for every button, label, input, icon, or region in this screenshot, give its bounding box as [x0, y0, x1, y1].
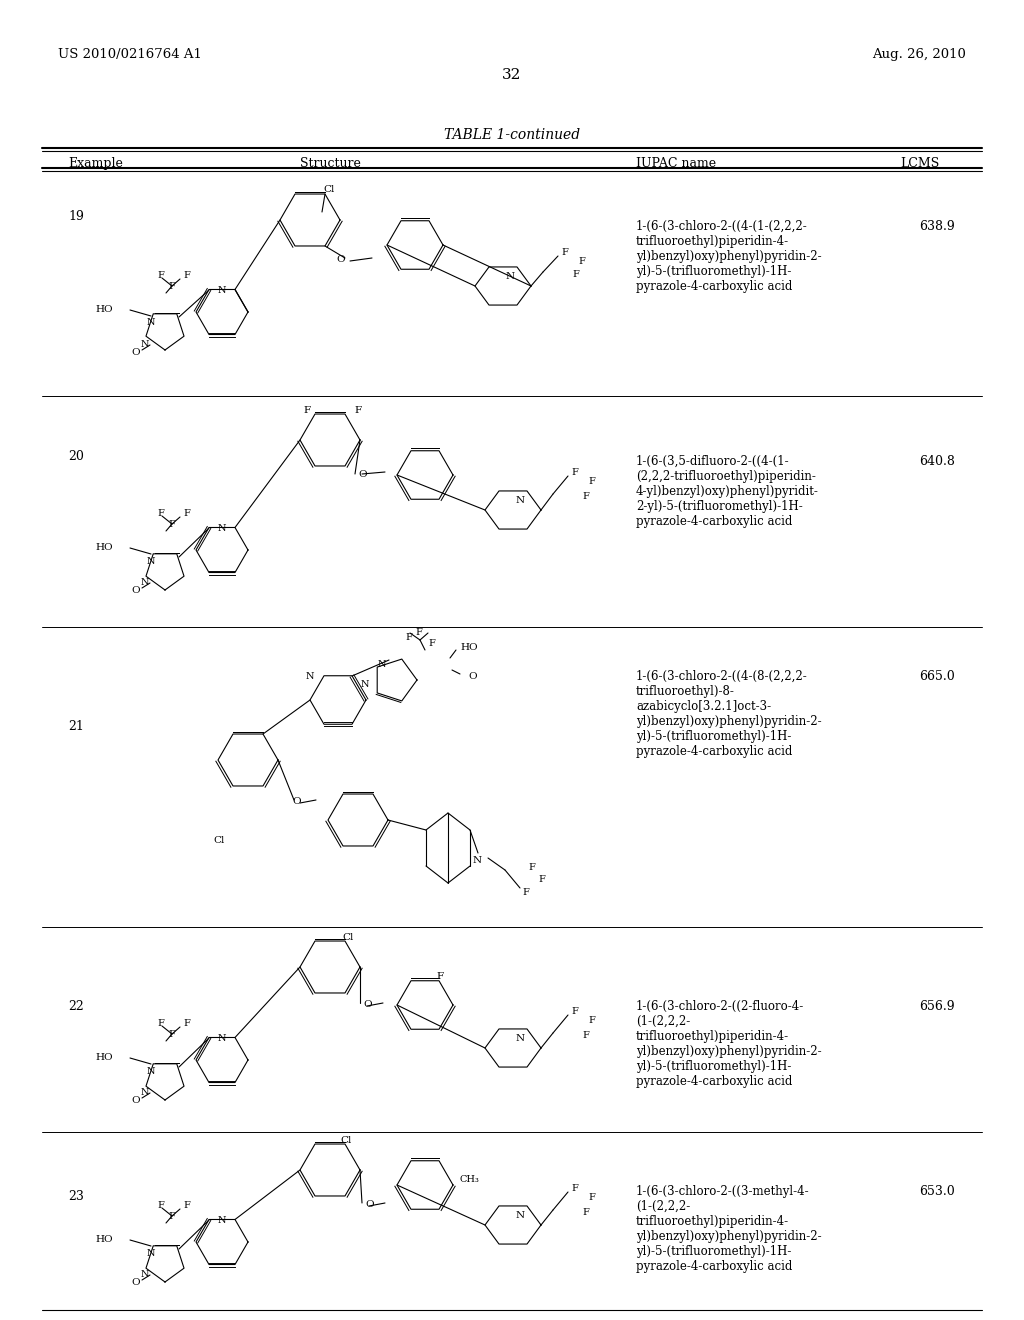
Text: N: N — [146, 318, 156, 327]
Text: F: F — [588, 477, 595, 486]
Text: N: N — [140, 1270, 150, 1279]
Text: 1-(6-(3-chloro-2-((4-(8-(2,2,2-
trifluoroethyl)-8-
azabicyclo[3.2.1]oct-3-
yl)be: 1-(6-(3-chloro-2-((4-(8-(2,2,2- trifluor… — [636, 671, 821, 758]
Text: F: F — [538, 875, 545, 884]
Text: TABLE 1-continued: TABLE 1-continued — [444, 128, 580, 143]
Text: 653.0: 653.0 — [920, 1185, 955, 1199]
Text: O: O — [131, 586, 139, 595]
Text: N: N — [360, 680, 370, 689]
Text: F: F — [168, 1030, 175, 1039]
Text: F: F — [522, 888, 528, 898]
Text: IUPAC name: IUPAC name — [636, 157, 716, 170]
Text: N: N — [473, 855, 482, 865]
Text: F: F — [578, 257, 585, 267]
Text: 21: 21 — [68, 719, 84, 733]
Text: 656.9: 656.9 — [920, 1001, 955, 1012]
Text: F: F — [561, 248, 568, 257]
Text: O: O — [358, 470, 367, 479]
Text: N: N — [146, 1067, 156, 1076]
Text: F: F — [588, 1193, 595, 1203]
Text: F: F — [354, 407, 361, 414]
Text: N: N — [218, 1216, 226, 1225]
Text: O: O — [131, 348, 139, 356]
Text: F: F — [183, 1019, 189, 1028]
Text: F: F — [572, 271, 579, 279]
Text: F: F — [406, 634, 412, 642]
Text: 32: 32 — [503, 69, 521, 82]
Text: 20: 20 — [68, 450, 84, 463]
Text: HO: HO — [95, 1053, 113, 1063]
Text: N: N — [218, 286, 226, 294]
Text: Structure: Structure — [300, 157, 360, 170]
Text: Cl: Cl — [340, 1137, 351, 1144]
Text: F: F — [588, 1016, 595, 1026]
Text: F: F — [168, 1212, 175, 1221]
Text: O: O — [131, 1278, 139, 1287]
Text: Cl: Cl — [342, 933, 353, 942]
Text: F: F — [571, 469, 578, 477]
Text: F: F — [582, 492, 589, 502]
Text: HO: HO — [95, 1236, 113, 1243]
Text: O: O — [336, 255, 345, 264]
Text: Cl: Cl — [213, 836, 224, 845]
Text: F: F — [157, 271, 164, 280]
Text: F: F — [436, 972, 443, 981]
Text: HO: HO — [460, 643, 477, 652]
Text: 1-(6-(3-chloro-2-((2-fluoro-4-
(1-(2,2,2-
trifluoroethyl)piperidin-4-
yl)benzyl): 1-(6-(3-chloro-2-((2-fluoro-4- (1-(2,2,2… — [636, 1001, 821, 1088]
Text: 638.9: 638.9 — [920, 220, 955, 234]
Text: F: F — [168, 282, 175, 290]
Text: N: N — [218, 1034, 226, 1043]
Text: N: N — [378, 660, 386, 669]
Text: F: F — [571, 1007, 578, 1016]
Text: F: F — [415, 628, 422, 638]
Text: 19: 19 — [68, 210, 84, 223]
Text: O: O — [468, 672, 476, 681]
Text: F: F — [157, 510, 164, 517]
Text: HO: HO — [95, 305, 113, 314]
Text: Example: Example — [68, 157, 123, 170]
Text: F: F — [183, 271, 189, 280]
Text: F: F — [428, 639, 435, 648]
Text: O: O — [131, 1096, 139, 1105]
Text: F: F — [528, 863, 535, 873]
Text: N: N — [140, 578, 150, 587]
Text: O: O — [292, 797, 301, 807]
Text: N: N — [306, 672, 314, 681]
Text: F: F — [303, 407, 310, 414]
Text: F: F — [582, 1031, 589, 1040]
Text: 640.8: 640.8 — [920, 455, 955, 469]
Text: F: F — [183, 510, 189, 517]
Text: N: N — [515, 496, 524, 506]
Text: O: O — [365, 1200, 374, 1209]
Text: HO: HO — [95, 543, 113, 552]
Text: LCMS: LCMS — [901, 157, 940, 170]
Text: 1-(6-(3,5-difluoro-2-((4-(1-
(2,2,2-trifluoroethyl)piperidin-
4-yl)benzyl)oxy)ph: 1-(6-(3,5-difluoro-2-((4-(1- (2,2,2-trif… — [636, 455, 819, 528]
Text: F: F — [157, 1019, 164, 1028]
Text: F: F — [183, 1201, 189, 1210]
Text: F: F — [168, 520, 175, 529]
Text: US 2010/0216764 A1: US 2010/0216764 A1 — [58, 48, 202, 61]
Text: 1-(6-(3-chloro-2-((3-methyl-4-
(1-(2,2,2-
trifluoroethyl)piperidin-4-
yl)benzyl): 1-(6-(3-chloro-2-((3-methyl-4- (1-(2,2,2… — [636, 1185, 821, 1272]
Text: 22: 22 — [68, 1001, 84, 1012]
Text: F: F — [157, 1201, 164, 1210]
Text: N: N — [140, 341, 150, 348]
Text: N: N — [515, 1210, 524, 1220]
Text: Aug. 26, 2010: Aug. 26, 2010 — [872, 48, 966, 61]
Text: F: F — [571, 1184, 578, 1193]
Text: 23: 23 — [68, 1191, 84, 1203]
Text: O: O — [362, 1001, 372, 1008]
Text: N: N — [218, 524, 226, 533]
Text: N: N — [515, 1034, 524, 1043]
Text: F: F — [582, 1208, 589, 1217]
Text: Cl: Cl — [323, 185, 335, 194]
Text: 1-(6-(3-chloro-2-((4-(1-(2,2,2-
trifluoroethyl)piperidin-4-
yl)benzyl)oxy)phenyl: 1-(6-(3-chloro-2-((4-(1-(2,2,2- trifluor… — [636, 220, 821, 293]
Text: N: N — [146, 1249, 156, 1258]
Text: N: N — [506, 272, 515, 281]
Text: N: N — [140, 1088, 150, 1097]
Text: N: N — [146, 557, 156, 566]
Text: 665.0: 665.0 — [920, 671, 955, 682]
Text: CH₃: CH₃ — [460, 1175, 480, 1184]
